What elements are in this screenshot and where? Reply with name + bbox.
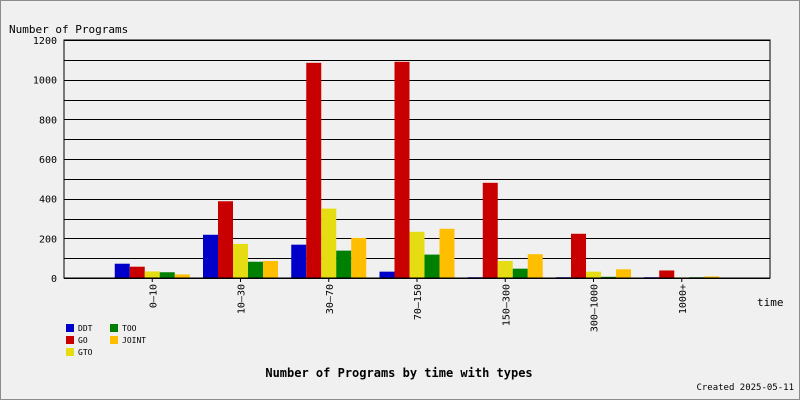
legend-label-too: TOO [122, 323, 137, 333]
chart-title: Number of Programs by time with types [265, 366, 533, 380]
plot-border [63, 39, 771, 279]
legend-swatch-go [66, 336, 74, 344]
x-tick-label: 1000+ [678, 284, 689, 314]
bar-gto [321, 208, 337, 278]
bar-gto [409, 231, 425, 278]
bar-gto [497, 260, 513, 278]
y-tick-label: 1000 [33, 76, 57, 87]
legend-swatch-gto [66, 348, 74, 356]
x-tick-label: 70–150 [413, 284, 424, 320]
bar-joint [439, 228, 455, 278]
y-tick-label: 200 [39, 234, 57, 245]
bar-go [394, 61, 410, 278]
legend: DDT GO GTO TOO JOINT [66, 322, 186, 358]
y-axis-label: Number of Programs [9, 23, 129, 36]
bar-go [129, 266, 145, 278]
legend-label-go: GO [78, 335, 88, 345]
bar-ddt [379, 271, 395, 278]
bar-too [248, 261, 263, 278]
bar-go [482, 182, 498, 278]
y-tick-label: 1200 [33, 36, 57, 47]
bar-too [336, 250, 352, 278]
legend-label-ddt: DDT [78, 323, 93, 333]
legend-swatch-too [110, 324, 118, 332]
bar-go [306, 62, 322, 278]
bar-gto [144, 271, 160, 278]
y-tick-label: 0 [51, 274, 57, 285]
bar-too [159, 272, 175, 278]
legend-label-joint: JOINT [122, 335, 147, 345]
bar-too [512, 268, 528, 278]
x-tick-label: 10–30 [237, 284, 248, 314]
y-tick-label: 600 [39, 155, 57, 166]
legend-item-gto: GTO [66, 346, 92, 358]
bar-joint [616, 269, 631, 278]
x-tick-label: 0–10 [148, 284, 159, 308]
bar-gto [586, 271, 601, 278]
bar-ddt [291, 244, 307, 278]
legend-label-gto: GTO [78, 347, 93, 357]
bar-joint [263, 260, 278, 278]
bar-gto [233, 243, 248, 278]
x-tick-label: 300–1000 [590, 284, 601, 332]
created-date: Created 2025-05-11 [696, 383, 794, 393]
bar-go [659, 270, 675, 278]
legend-swatch-joint [110, 336, 118, 344]
bar-too [424, 254, 440, 278]
bar-joint [527, 254, 543, 278]
legend-item-too: TOO [110, 322, 136, 334]
x-axis-label: time [757, 296, 784, 309]
x-tick-label: 30–70 [325, 284, 336, 314]
bar-ddt [114, 263, 130, 278]
legend-item-ddt: DDT [66, 322, 92, 334]
y-tick-label: 400 [39, 195, 57, 206]
bar-joint [704, 276, 720, 278]
bar-go [218, 201, 233, 278]
bar-too [601, 276, 616, 278]
legend-item-go: GO [66, 334, 88, 346]
bar-joint [174, 274, 190, 278]
legend-swatch-ddt [66, 324, 74, 332]
bar-ddt [203, 234, 218, 278]
legend-item-joint: JOINT [110, 334, 146, 346]
bar-go [571, 233, 586, 278]
x-tick-label: 150–300 [501, 284, 512, 326]
y-tick-label: 800 [39, 115, 57, 126]
bar-joint [351, 237, 367, 278]
